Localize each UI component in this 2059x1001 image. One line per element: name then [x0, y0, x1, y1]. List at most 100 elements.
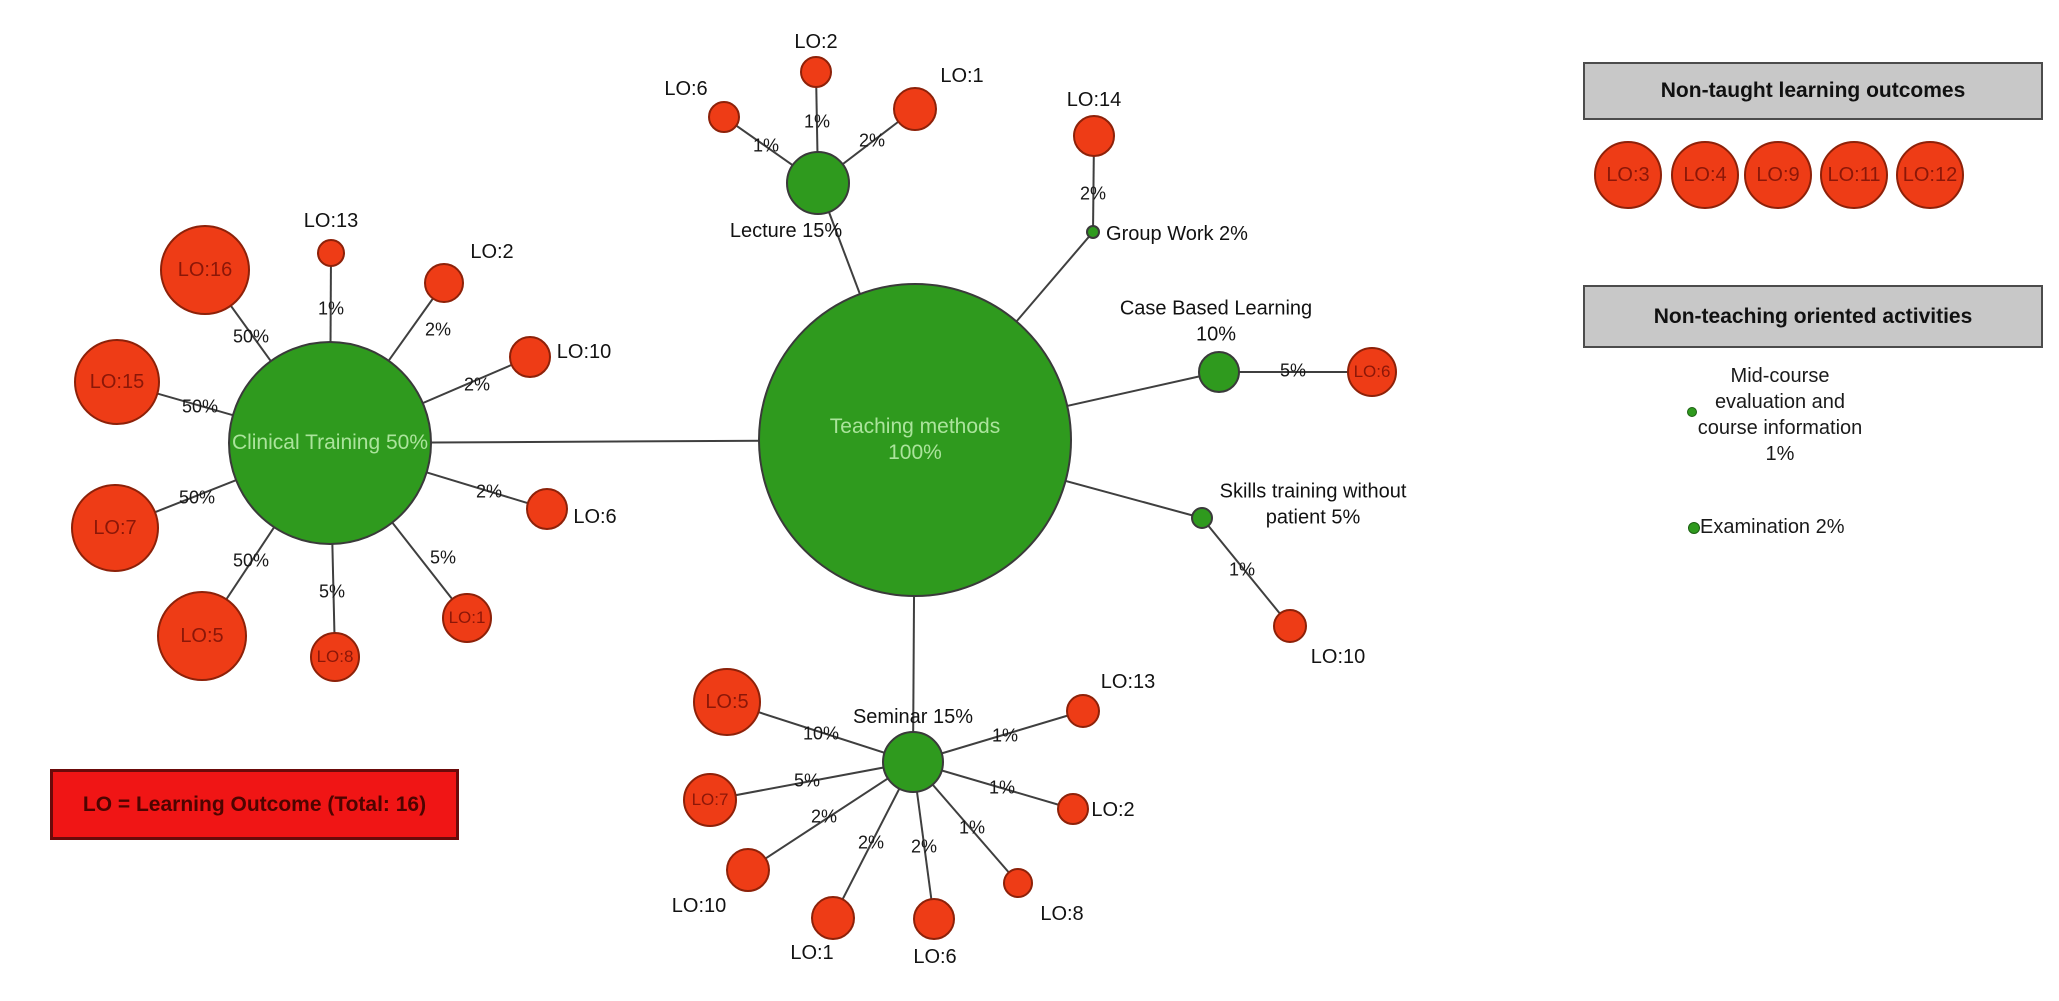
- edge-percent-label: 1%: [1228, 559, 1256, 580]
- outcome-label-non-taught-lo-11: LO:11: [1827, 163, 1881, 186]
- outcome-label-non-taught-lo-3: LO:3: [1606, 163, 1650, 186]
- outcome-label-clinical-lo-2: LO:2: [470, 240, 514, 263]
- non-taught-panel-header: Non-taught learning outcomes: [1583, 62, 2043, 120]
- edge-percent-label: 2%: [857, 832, 885, 853]
- outcome-label-seminar-lo-8: LO:8: [1040, 902, 1084, 925]
- hub-node-teaching-methods: Teaching methods 100%: [758, 283, 1072, 597]
- hub-label-lecture: Lecture 15%: [729, 219, 843, 242]
- outcome-label-lecture-lo-6: LO:6: [664, 77, 708, 100]
- outcome-node-group-work-lo-14: [1073, 115, 1115, 157]
- hub-node-lecture: [786, 151, 850, 215]
- edge-line: [709, 761, 914, 801]
- outcome-node-seminar-lo-6: [913, 898, 955, 940]
- edge-percent-label: 1%: [958, 817, 986, 838]
- outcome-node-non-taught-lo-3: LO:3: [1594, 141, 1662, 209]
- edge-percent-label: 2%: [858, 130, 886, 151]
- outcome-node-clinical-lo-1: LO:1: [442, 593, 492, 643]
- mid-course-dot-icon: [1687, 407, 1697, 417]
- outcome-label-clinical-lo-7: LO:7: [93, 516, 137, 539]
- edge-percent-label: 2%: [424, 319, 452, 340]
- examination-dot-icon: [1688, 522, 1700, 534]
- non-teaching-panel-header: Non-teaching oriented activities: [1583, 285, 2043, 348]
- outcome-node-non-taught-lo-12: LO:12: [1896, 141, 1964, 209]
- edge-percent-label: 2%: [463, 374, 491, 395]
- outcome-node-clinical-lo-7: LO:7: [71, 484, 159, 572]
- edge-percent-label: 2%: [475, 481, 503, 502]
- outcome-label-non-taught-lo-4: LO:4: [1683, 163, 1727, 186]
- outcome-label-seminar-lo-7: LO:7: [691, 790, 729, 810]
- outcome-label-lecture-lo-2: LO:2: [794, 30, 838, 53]
- edge-percent-label: 5%: [429, 547, 457, 568]
- outcome-label-clinical-lo-8: LO:8: [316, 647, 354, 667]
- outcome-label-clinical-lo-16: LO:16: [177, 258, 233, 281]
- hub-node-seminar: [882, 731, 944, 793]
- outcome-label-clinical-lo-6: LO:6: [573, 505, 617, 528]
- legend-text: LO = Learning Outcome (Total: 16): [82, 792, 427, 816]
- edge-percent-label: 2%: [910, 836, 938, 857]
- legend-box: LO = Learning Outcome (Total: 16): [50, 769, 459, 840]
- outcome-node-case-based-learning-lo-6: LO:6: [1347, 347, 1397, 397]
- edge-percent-label: 10%: [802, 723, 840, 744]
- outcome-node-lecture-lo-2: [800, 56, 832, 88]
- hub-node-skills-training: [1191, 507, 1213, 529]
- outcome-label-seminar-lo-2: LO:2: [1091, 798, 1135, 821]
- outcome-node-lecture-lo-6: [708, 101, 740, 133]
- outcome-label-seminar-lo-10: LO:10: [671, 894, 727, 917]
- edge-percent-label: 1%: [988, 777, 1016, 798]
- outcome-node-seminar-lo-10: [726, 848, 770, 892]
- edge-percent-label: 5%: [793, 770, 821, 791]
- edge-percent-label: 5%: [1279, 360, 1307, 381]
- outcome-label-case-based-learning-lo-6: LO:6: [1353, 362, 1391, 382]
- edge-percent-label: 1%: [991, 725, 1019, 746]
- outcome-node-clinical-lo-2: [424, 263, 464, 303]
- edge-percent-label: 1%: [752, 135, 780, 156]
- outcome-node-clinical-lo-15: LO:15: [74, 339, 160, 425]
- outcome-node-seminar-lo-8: [1003, 868, 1033, 898]
- outcome-label-skills-training-lo-10: LO:10: [1310, 645, 1366, 668]
- outcome-node-clinical-lo-6: [526, 488, 568, 530]
- non-taught-panel-title: Non-taught learning outcomes: [1660, 79, 1966, 102]
- outcome-node-seminar-lo-13: [1066, 694, 1100, 728]
- outcome-label-seminar-lo-1: LO:1: [790, 941, 834, 964]
- outcome-label-clinical-lo-13: LO:13: [303, 209, 359, 232]
- edge-line: [1201, 517, 1291, 627]
- outcome-node-clinical-lo-10: [509, 336, 551, 378]
- edge-line: [747, 761, 914, 871]
- outcome-label-lecture-lo-1: LO:1: [940, 64, 984, 87]
- outcome-node-seminar-lo-7: LO:7: [683, 773, 737, 827]
- edge-percent-label: 50%: [232, 550, 270, 571]
- outcome-label-group-work-lo-14: LO:14: [1066, 88, 1122, 111]
- outcome-node-skills-training-lo-10: [1273, 609, 1307, 643]
- hub-label-skills-training: Skills training without patient 5%: [1219, 480, 1407, 529]
- outcome-label-clinical-lo-1: LO:1: [448, 608, 486, 628]
- hub-label-teaching-methods: Teaching methods 100%: [829, 414, 1001, 464]
- non-teaching-panel-title: Non-teaching oriented activities: [1653, 304, 1973, 328]
- outcome-label-seminar-lo-13: LO:13: [1100, 670, 1156, 693]
- outcome-node-seminar-lo-5: LO:5: [693, 668, 761, 736]
- mid-course-activity-label: Mid-course evaluation and course informa…: [1697, 365, 1863, 465]
- hub-node-clinical-training: Clinical Training 50%: [228, 341, 432, 545]
- outcome-label-seminar-lo-6: LO:6: [913, 945, 957, 968]
- outcome-node-non-taught-lo-11: LO:11: [1820, 141, 1888, 209]
- edge-percent-label: 2%: [1079, 183, 1107, 204]
- hub-node-case-based-learning: [1198, 351, 1240, 393]
- hub-label-seminar: Seminar 15%: [852, 705, 974, 728]
- outcome-label-clinical-lo-15: LO:15: [89, 370, 145, 393]
- outcome-label-clinical-lo-5: LO:5: [180, 624, 224, 647]
- hub-label-case-based-learning: Case Based Learning 10%: [1119, 297, 1313, 346]
- hub-label-clinical-training: Clinical Training 50%: [231, 430, 429, 454]
- outcome-label-clinical-lo-10: LO:10: [556, 340, 612, 363]
- edge-percent-label: 1%: [317, 298, 345, 319]
- outcome-node-non-taught-lo-9: LO:9: [1744, 141, 1812, 209]
- outcome-node-clinical-lo-8: LO:8: [310, 632, 360, 682]
- edge-percent-label: 50%: [181, 396, 219, 417]
- hub-label-group-work: Group Work 2%: [1106, 222, 1248, 245]
- outcome-node-clinical-lo-13: [317, 239, 345, 267]
- outcome-node-seminar-lo-1: [811, 896, 855, 940]
- outcome-node-lecture-lo-1: [893, 87, 937, 131]
- edge-percent-label: 50%: [178, 487, 216, 508]
- outcome-node-clinical-lo-16: LO:16: [160, 225, 250, 315]
- hub-node-group-work: [1086, 225, 1100, 239]
- outcome-node-seminar-lo-2: [1057, 793, 1089, 825]
